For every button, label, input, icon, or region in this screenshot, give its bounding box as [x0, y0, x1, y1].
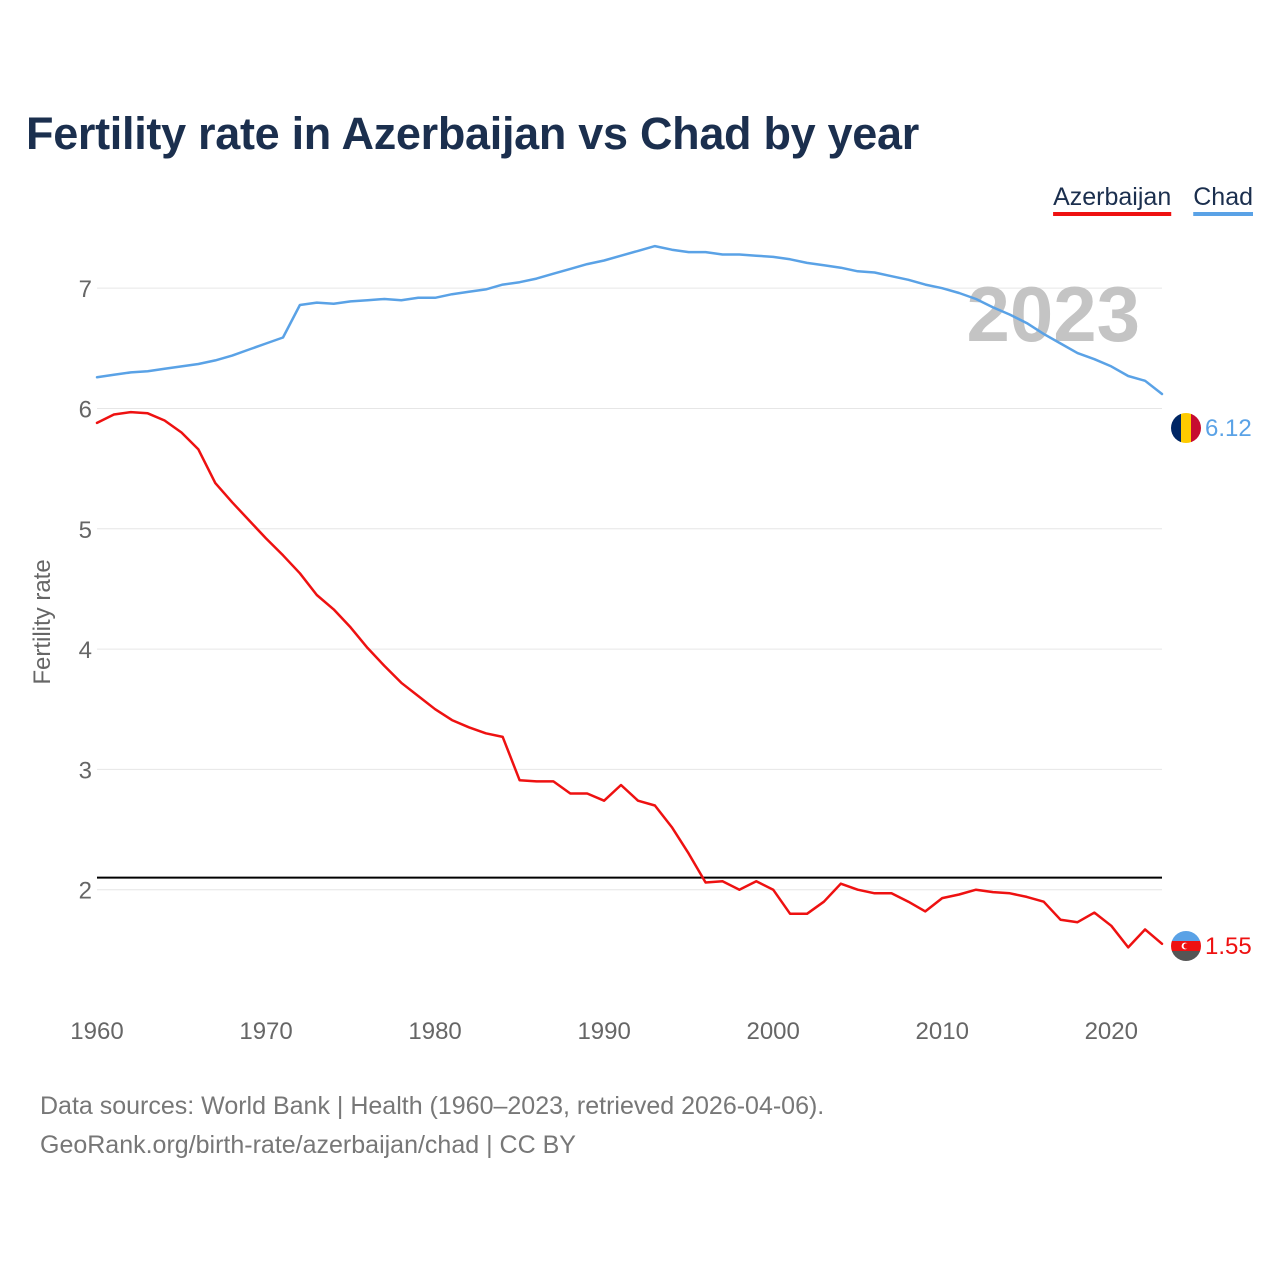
- legend: Azerbaijan Chad: [1053, 183, 1253, 214]
- footer: Data sources: World Bank | Health (1960–…: [40, 1087, 824, 1165]
- y-tick-label-2: 2: [79, 878, 92, 905]
- y-tick-label-4: 4: [79, 637, 92, 664]
- x-tick-label-1960: 1960: [70, 1018, 123, 1045]
- y-tick-label-7: 7: [79, 276, 92, 303]
- series-line-chad[interactable]: [95, 244, 1164, 396]
- x-tick-label-2020: 2020: [1085, 1018, 1138, 1045]
- azerbaijan-flag-icon: [1171, 931, 1201, 961]
- x-tick-label-2000: 2000: [746, 1018, 799, 1045]
- year-marker: 2023: [966, 270, 1140, 358]
- x-tick-label-1990: 1990: [577, 1018, 630, 1045]
- chart-title: Fertility rate in Azerbaijan vs Chad by …: [26, 108, 919, 159]
- y-axis-label: Fertility rate: [29, 559, 56, 684]
- azerbaijan-end-label: 1.55: [1205, 933, 1252, 960]
- attribution-note: GeoRank.org/birth-rate/azerbaijan/chad |…: [40, 1131, 576, 1159]
- chad-flag-icon: [1171, 413, 1201, 443]
- legend-item-chad[interactable]: Chad: [1193, 183, 1253, 211]
- y-tick-label-3: 3: [79, 757, 92, 784]
- y-tick-label-6: 6: [79, 396, 92, 423]
- x-tick-label-1970: 1970: [239, 1018, 292, 1045]
- chad-end-label: 6.12: [1205, 415, 1252, 442]
- series-line-azerbaijan[interactable]: [95, 410, 1164, 949]
- legend-item-azerbaijan[interactable]: Azerbaijan: [1053, 183, 1172, 211]
- x-tick-label-1980: 1980: [408, 1018, 461, 1045]
- data-source-note: Data sources: World Bank | Health (1960–…: [40, 1092, 825, 1120]
- x-tick-label-2010: 2010: [916, 1018, 969, 1045]
- y-tick-label-5: 5: [79, 517, 92, 544]
